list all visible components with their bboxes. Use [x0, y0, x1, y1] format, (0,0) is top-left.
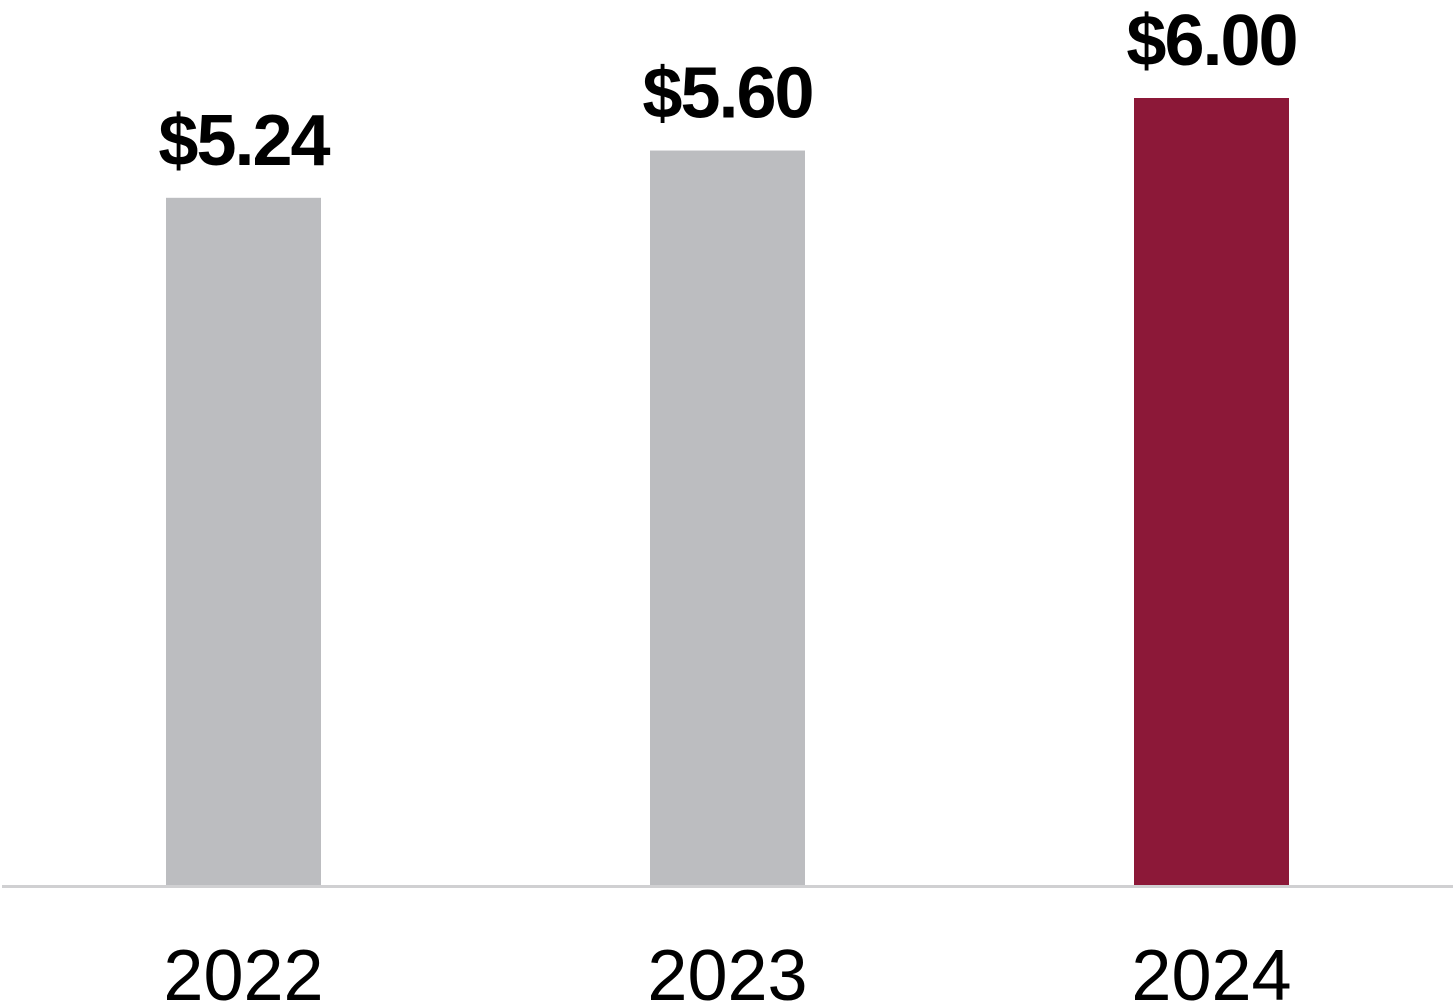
bars-layer	[166, 98, 1289, 887]
bar-2022	[166, 197, 321, 886]
category-labels-layer: 2022 2023 2024	[163, 936, 1291, 1005]
category-label-2024: 2024	[1131, 936, 1291, 1005]
value-labels-layer: $5.24 $5.60 $6.00	[158, 1, 1298, 181]
category-label-2022: 2022	[163, 936, 323, 1005]
value-label-2024: $6.00	[1126, 1, 1296, 81]
bar-2023	[650, 150, 805, 887]
value-label-2022: $5.24	[158, 101, 330, 181]
value-label-2023: $5.60	[642, 54, 812, 134]
bar-2024	[1134, 98, 1289, 886]
category-label-2023: 2023	[647, 936, 807, 1005]
